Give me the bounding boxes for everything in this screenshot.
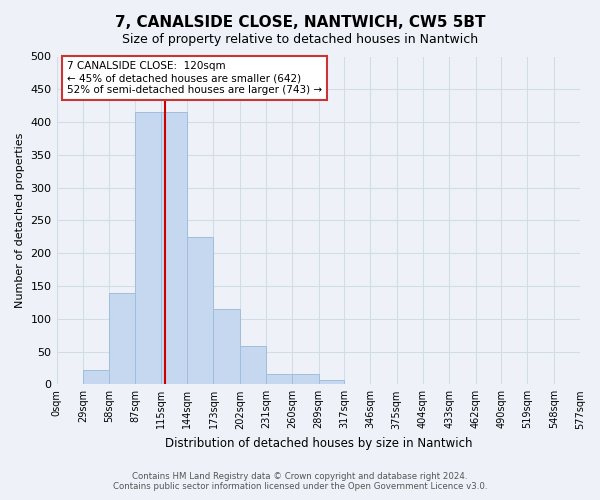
Bar bbox=[240, 346, 266, 385]
X-axis label: Distribution of detached houses by size in Nantwich: Distribution of detached houses by size … bbox=[164, 437, 472, 450]
Y-axis label: Number of detached properties: Number of detached properties bbox=[15, 132, 25, 308]
Bar bbox=[187, 237, 214, 384]
Text: 7, CANALSIDE CLOSE, NANTWICH, CW5 5BT: 7, CANALSIDE CLOSE, NANTWICH, CW5 5BT bbox=[115, 15, 485, 30]
Bar bbox=[214, 309, 240, 384]
Bar bbox=[136, 112, 161, 384]
Bar bbox=[319, 380, 344, 384]
Bar bbox=[292, 374, 319, 384]
Bar bbox=[161, 112, 187, 384]
Bar bbox=[83, 370, 109, 384]
Text: Size of property relative to detached houses in Nantwich: Size of property relative to detached ho… bbox=[122, 32, 478, 46]
Bar bbox=[109, 292, 136, 384]
Text: Contains HM Land Registry data © Crown copyright and database right 2024.
Contai: Contains HM Land Registry data © Crown c… bbox=[113, 472, 487, 491]
Bar bbox=[266, 374, 292, 384]
Text: 7 CANALSIDE CLOSE:  120sqm
← 45% of detached houses are smaller (642)
52% of sem: 7 CANALSIDE CLOSE: 120sqm ← 45% of detac… bbox=[67, 62, 322, 94]
